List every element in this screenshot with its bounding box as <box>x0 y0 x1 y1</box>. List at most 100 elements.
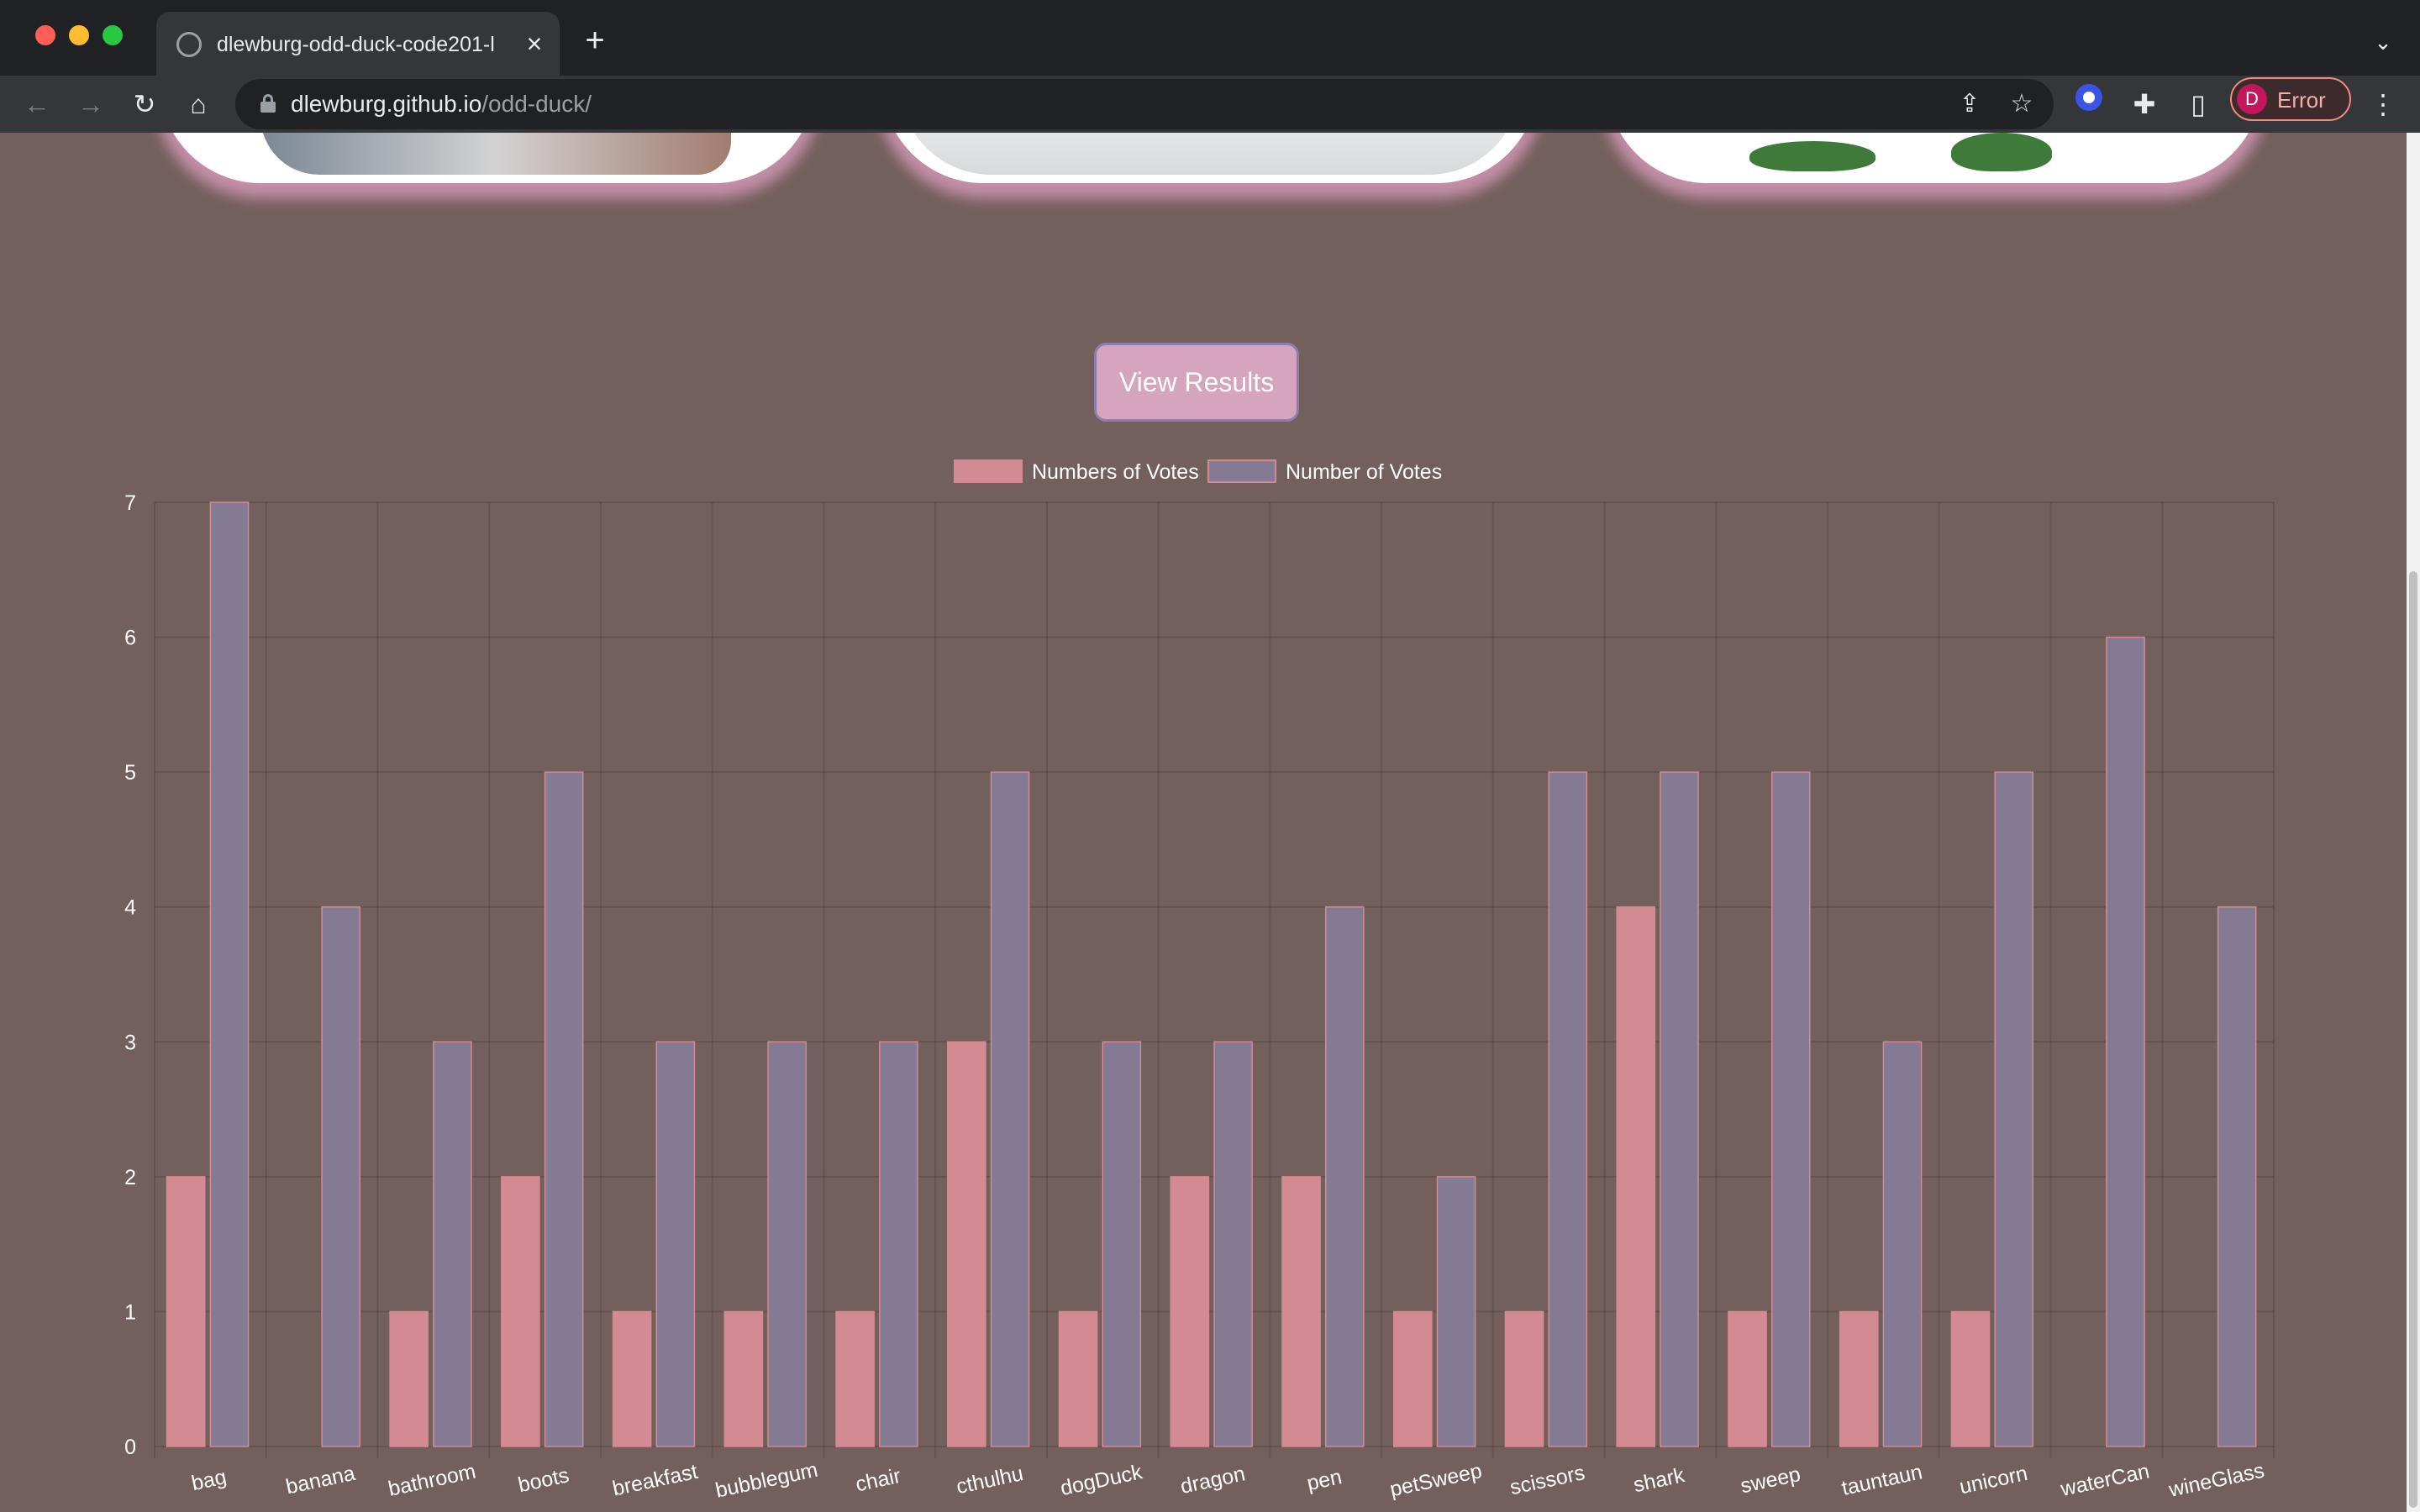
bar-number-of-votes <box>1548 771 1588 1447</box>
bar-numbers-of-votes <box>612 1310 652 1447</box>
x-tick-label: waterCan <box>2058 1459 2151 1501</box>
address-bar[interactable]: dlewburg.github.io/odd-duck/ ⇪ ☆ <box>235 79 2054 129</box>
bookmark-star-icon[interactable]: ☆ <box>2010 90 2033 118</box>
legend-label: Number of Votes <box>1286 460 1442 484</box>
back-arrow-icon[interactable]: ← <box>24 89 50 119</box>
reload-icon[interactable]: ↻ <box>133 89 156 119</box>
bar-number-of-votes <box>767 1041 807 1447</box>
close-tab-icon[interactable]: × <box>526 29 543 59</box>
url-text[interactable]: dlewburg.github.io/odd-duck/ <box>291 89 592 119</box>
extension-icon[interactable] <box>2075 84 2102 111</box>
bar-numbers-of-votes <box>1728 1310 1767 1447</box>
minimize-window-button[interactable] <box>69 25 89 45</box>
bar-number-of-votes <box>655 1041 696 1447</box>
page-content: View Results 0 1 2 3 4 5 6 7 bag banana bathroom bo… <box>0 133 2407 1512</box>
bar-number-of-votes <box>1660 771 1699 1447</box>
x-tick-label: dogDuck <box>1058 1460 1144 1500</box>
x-tick-label: unicorn <box>1957 1462 2029 1499</box>
forward-arrow-icon[interactable]: → <box>77 89 104 119</box>
home-icon[interactable]: ⌂ <box>190 89 207 119</box>
product-photo <box>260 133 731 175</box>
tab-title: dlewburg-odd-duck-code201-l <box>217 33 495 56</box>
url-path: /odd-duck/ <box>481 91 592 117</box>
side-panel-icon[interactable]: ▯ <box>2191 89 2206 119</box>
bar-numbers-of-votes <box>1170 1176 1210 1447</box>
x-tick-label: petSweep <box>1388 1459 1485 1502</box>
browser-tab[interactable]: dlewburg-odd-duck-code201-l × <box>156 12 560 76</box>
bar-number-of-votes <box>321 906 360 1447</box>
bar-numbers-of-votes <box>723 1310 764 1447</box>
legend-label: Numbers of Votes <box>1032 460 1199 484</box>
lock-icon <box>260 94 276 113</box>
y-tick-label: 1 <box>124 1300 136 1324</box>
tab-strip: dlewburg-odd-duck-code201-l × + ⌄ <box>0 0 2420 76</box>
bar-numbers-of-votes <box>389 1310 429 1447</box>
bar-number-of-votes <box>2106 636 2145 1447</box>
tab-search-chevron-icon[interactable]: ⌄ <box>2374 29 2392 55</box>
x-tick-label: boots <box>516 1463 571 1497</box>
bar-numbers-of-votes <box>835 1310 875 1447</box>
bar-number-of-votes <box>209 501 250 1447</box>
url-host: dlewburg.github.io <box>291 91 482 117</box>
bar-number-of-votes <box>1882 1041 1923 1447</box>
x-tick-label: bathroom <box>387 1460 478 1501</box>
x-tick-label: banana <box>284 1462 358 1499</box>
bar-number-of-votes <box>879 1041 918 1447</box>
share-icon[interactable]: ⇪ <box>1959 90 1981 118</box>
bar-number-of-votes <box>1436 1176 1476 1447</box>
product-image-right[interactable] <box>1607 133 2262 183</box>
product-photo <box>1749 141 1876 171</box>
x-tick-label: chair <box>854 1464 903 1497</box>
y-tick-label: 7 <box>124 491 136 515</box>
bar-number-of-votes <box>544 771 584 1447</box>
x-tick-label: bubblegum <box>713 1458 820 1503</box>
bar-numbers-of-votes <box>1281 1176 1321 1447</box>
y-tick-label: 5 <box>124 761 136 785</box>
y-tick-label: 6 <box>124 627 136 650</box>
new-tab-icon[interactable]: + <box>585 22 605 59</box>
x-tick-label: sweep <box>1739 1462 1803 1498</box>
x-tick-label: dragon <box>1178 1462 1247 1499</box>
bar-number-of-votes <box>1994 771 2034 1447</box>
y-tick-label: 4 <box>124 896 136 920</box>
y-tick-label: 2 <box>124 1166 136 1189</box>
maximize-window-button[interactable] <box>103 25 123 45</box>
x-tick-label: tauntaun <box>1839 1460 1924 1500</box>
bar-number-of-votes <box>1324 906 1365 1447</box>
legend-swatch <box>954 459 1023 483</box>
product-image-middle[interactable] <box>882 133 1538 183</box>
x-tick-label: cthulhu <box>955 1462 1026 1499</box>
y-tick-label: 3 <box>124 1031 136 1054</box>
more-menu-icon[interactable]: ⋮ <box>2370 89 2396 119</box>
y-tick-label: 0 <box>124 1436 136 1459</box>
bar-numbers-of-votes <box>1058 1310 1098 1447</box>
x-tick-label: bag <box>189 1465 229 1495</box>
close-window-button[interactable] <box>35 25 55 45</box>
view-results-button[interactable]: View Results <box>1094 343 1299 422</box>
product-photo <box>899 133 1521 175</box>
bar-numbers-of-votes <box>1839 1310 1879 1447</box>
bar-number-of-votes <box>990 771 1030 1447</box>
bar-number-of-votes <box>433 1041 472 1447</box>
bar-numbers-of-votes <box>1392 1310 1433 1447</box>
bar-number-of-votes <box>1102 1041 1142 1447</box>
bar-numbers-of-votes <box>1616 906 1656 1447</box>
product-image-left[interactable] <box>160 133 815 183</box>
globe-icon <box>176 32 202 57</box>
product-photo <box>1951 133 2052 171</box>
bar-numbers-of-votes <box>166 1176 206 1447</box>
votes-bar-chart: 0 1 2 3 4 5 6 7 bag banana bathroom boots breakfast b… <box>124 459 2275 1503</box>
profile-status: Error <box>2277 87 2326 113</box>
bar-numbers-of-votes <box>501 1176 540 1447</box>
avatar: D <box>2237 84 2267 114</box>
x-tick-label: shark <box>1631 1463 1686 1497</box>
browser-toolbar: ← → ↻ ⌂ dlewburg.github.io/odd-duck/ ⇪ ☆… <box>0 76 2420 133</box>
x-tick-label: wineGlass <box>2166 1458 2267 1502</box>
profile-button[interactable]: D Error <box>2230 77 2351 121</box>
bar-number-of-votes <box>1770 771 1811 1447</box>
x-tick-label: pen <box>1305 1465 1344 1495</box>
extensions-puzzle-icon[interactable]: ✚ <box>2133 89 2156 119</box>
bar-numbers-of-votes <box>1950 1310 1991 1447</box>
x-tick-label: scissors <box>1507 1461 1586 1499</box>
scrollbar-thumb[interactable] <box>2409 571 2417 1508</box>
